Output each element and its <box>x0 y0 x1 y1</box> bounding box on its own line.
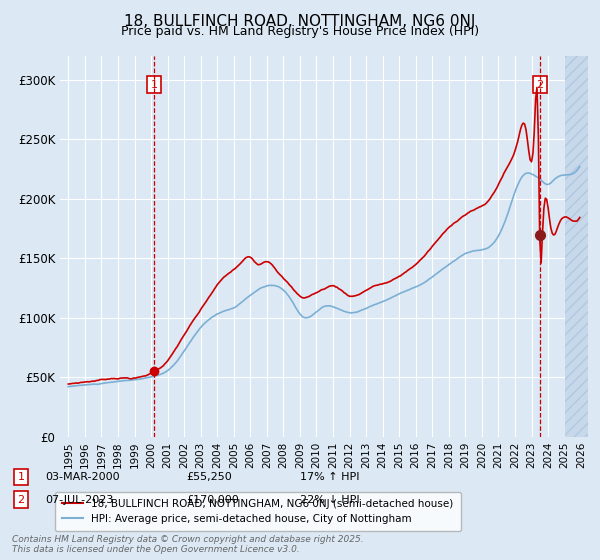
Text: Price paid vs. HM Land Registry's House Price Index (HPI): Price paid vs. HM Land Registry's House … <box>121 25 479 38</box>
Text: 07-JUL-2023: 07-JUL-2023 <box>45 494 113 505</box>
Legend: 18, BULLFINCH ROAD, NOTTINGHAM, NG6 0NJ (semi-detached house), HPI: Average pric: 18, BULLFINCH ROAD, NOTTINGHAM, NG6 0NJ … <box>55 492 461 531</box>
Text: Contains HM Land Registry data © Crown copyright and database right 2025.
This d: Contains HM Land Registry data © Crown c… <box>12 535 364 554</box>
Text: 1: 1 <box>17 472 25 482</box>
Text: 17% ↑ HPI: 17% ↑ HPI <box>300 472 359 482</box>
Text: £55,250: £55,250 <box>186 472 232 482</box>
Text: 22% ↓ HPI: 22% ↓ HPI <box>300 494 359 505</box>
Text: 18, BULLFINCH ROAD, NOTTINGHAM, NG6 0NJ: 18, BULLFINCH ROAD, NOTTINGHAM, NG6 0NJ <box>124 14 476 29</box>
Text: £170,000: £170,000 <box>186 494 239 505</box>
Text: 2: 2 <box>17 494 25 505</box>
Text: 1: 1 <box>151 80 157 90</box>
Text: 03-MAR-2000: 03-MAR-2000 <box>45 472 119 482</box>
Bar <box>565 56 598 437</box>
Text: 2: 2 <box>536 80 544 90</box>
